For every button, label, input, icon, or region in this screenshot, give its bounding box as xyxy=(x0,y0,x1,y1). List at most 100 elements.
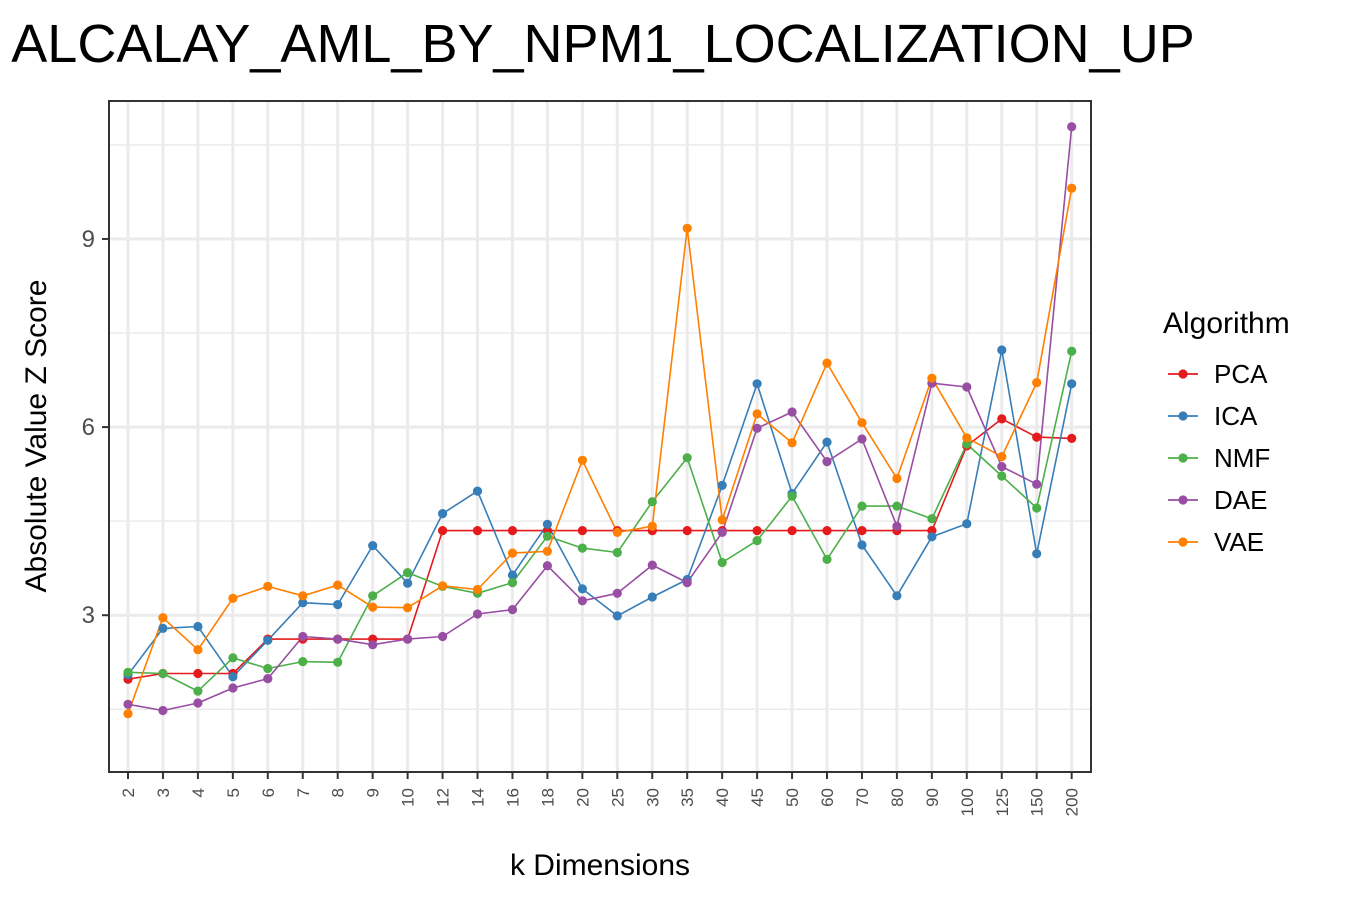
data-point-ica xyxy=(962,519,972,529)
data-point-pca xyxy=(472,526,483,536)
data-point-ica xyxy=(997,345,1007,355)
data-point-vae xyxy=(298,591,308,601)
data-point-ica xyxy=(368,541,378,551)
data-point-nmf xyxy=(577,543,588,553)
legend-label-nmf: NMF xyxy=(1214,443,1270,473)
x-tick-label: 20 xyxy=(573,788,592,807)
data-point-nmf xyxy=(403,568,413,578)
data-point-dae xyxy=(717,527,727,538)
data-point-dae xyxy=(542,561,553,571)
data-point-dae xyxy=(647,560,657,570)
legend-label-dae: DAE xyxy=(1214,485,1267,515)
x-tick-label: 8 xyxy=(329,788,348,797)
data-point-dae xyxy=(1032,479,1042,489)
series-line-ica xyxy=(127,349,1073,678)
data-point-ica xyxy=(333,600,343,610)
data-point-vae xyxy=(787,438,797,448)
data-point-ica xyxy=(647,592,657,602)
x-axis: 2 3 4 5 6 7 8 9 10 12 14 16 18 20 25 30 35 40 45 50 60 70 80 90… xyxy=(119,772,1082,816)
data-point-dae xyxy=(123,699,133,709)
x-tick-label: 40 xyxy=(713,788,732,807)
data-point-dae xyxy=(228,683,238,693)
x-tick-label: 50 xyxy=(783,788,802,807)
data-point-vae xyxy=(962,433,972,443)
legend-label-pca: PCA xyxy=(1214,359,1268,389)
data-point-dae xyxy=(822,457,832,467)
data-point-vae xyxy=(472,584,483,595)
data-point-vae xyxy=(403,603,413,613)
data-point-nmf xyxy=(368,591,378,601)
x-tick-label: 10 xyxy=(399,788,418,807)
data-point-nmf xyxy=(787,491,797,501)
x-tick-label: 4 xyxy=(189,788,208,797)
data-point-dae xyxy=(438,631,448,642)
data-point-dae xyxy=(682,578,692,588)
x-tick-label: 14 xyxy=(469,788,488,807)
legend-label-vae: VAE xyxy=(1214,527,1264,557)
y-axis: 3 6 9 xyxy=(82,226,109,629)
x-tick-label: 30 xyxy=(643,788,662,807)
y-tick-label: 3 xyxy=(82,602,95,629)
data-point-dae xyxy=(612,588,622,598)
data-point-pca xyxy=(1067,433,1077,443)
data-point-dae xyxy=(787,407,797,417)
x-tick-label: 100 xyxy=(958,788,977,816)
data-point-ica xyxy=(403,578,413,588)
data-point-dae xyxy=(333,634,343,644)
data-point-vae xyxy=(752,409,762,419)
data-point-vae xyxy=(438,581,448,591)
data-point-dae xyxy=(857,434,867,444)
data-point-dae xyxy=(507,605,518,615)
data-point-vae xyxy=(123,709,133,719)
x-tick-label: 2 xyxy=(119,788,138,797)
x-tick-label: 45 xyxy=(748,788,767,807)
data-point-ica xyxy=(752,379,762,389)
data-point-ica xyxy=(717,480,727,490)
data-point-dae xyxy=(403,634,413,644)
data-point-nmf xyxy=(612,547,622,558)
chart-title: ALCALAY_AML_BY_NPM1_LOCALIZATION_UP xyxy=(11,14,1194,74)
legend-title: Algorithm xyxy=(1163,307,1290,340)
series-line-vae xyxy=(127,188,1073,714)
x-tick-label: 25 xyxy=(608,788,627,807)
data-point-pca xyxy=(857,526,867,536)
data-point-ica xyxy=(158,623,168,634)
data-point-dae xyxy=(368,640,378,650)
data-point-vae xyxy=(1032,378,1042,388)
legend: Algorithm PCA ICA NMF DAE VAE xyxy=(1163,307,1290,557)
data-point-pca xyxy=(997,414,1007,424)
data-point-nmf xyxy=(717,557,727,568)
x-tick-label: 60 xyxy=(818,788,837,807)
data-point-ica xyxy=(438,508,448,519)
series-points xyxy=(123,122,1077,719)
legend-point-vae xyxy=(1178,537,1188,547)
x-tick-label: 18 xyxy=(538,788,557,807)
data-point-vae xyxy=(228,593,238,603)
data-point-dae xyxy=(892,521,902,531)
data-point-ica xyxy=(612,611,622,621)
plot-border xyxy=(108,100,1092,773)
legend-label-ica: ICA xyxy=(1214,401,1258,431)
data-point-vae xyxy=(682,223,692,233)
data-point-vae xyxy=(927,373,937,383)
data-point-ica xyxy=(1032,549,1042,559)
data-point-pca xyxy=(752,526,762,536)
data-point-vae xyxy=(263,581,273,592)
data-point-vae xyxy=(333,580,343,590)
data-point-pca xyxy=(822,526,832,536)
data-point-vae xyxy=(822,358,832,368)
data-point-pca xyxy=(1032,432,1042,442)
x-tick-label: 6 xyxy=(259,788,278,797)
data-point-vae xyxy=(1067,183,1077,193)
data-point-pca xyxy=(682,526,692,536)
data-point-nmf xyxy=(123,667,133,677)
data-point-pca xyxy=(577,526,588,536)
x-tick-label: 80 xyxy=(888,788,907,807)
data-point-nmf xyxy=(682,453,692,463)
series-lines xyxy=(127,126,1073,714)
data-point-nmf xyxy=(228,653,238,663)
data-point-vae xyxy=(158,613,168,623)
x-tick-label: 35 xyxy=(678,788,697,807)
x-axis-label: k Dimensions xyxy=(510,849,690,882)
legend-point-ica xyxy=(1178,411,1188,421)
